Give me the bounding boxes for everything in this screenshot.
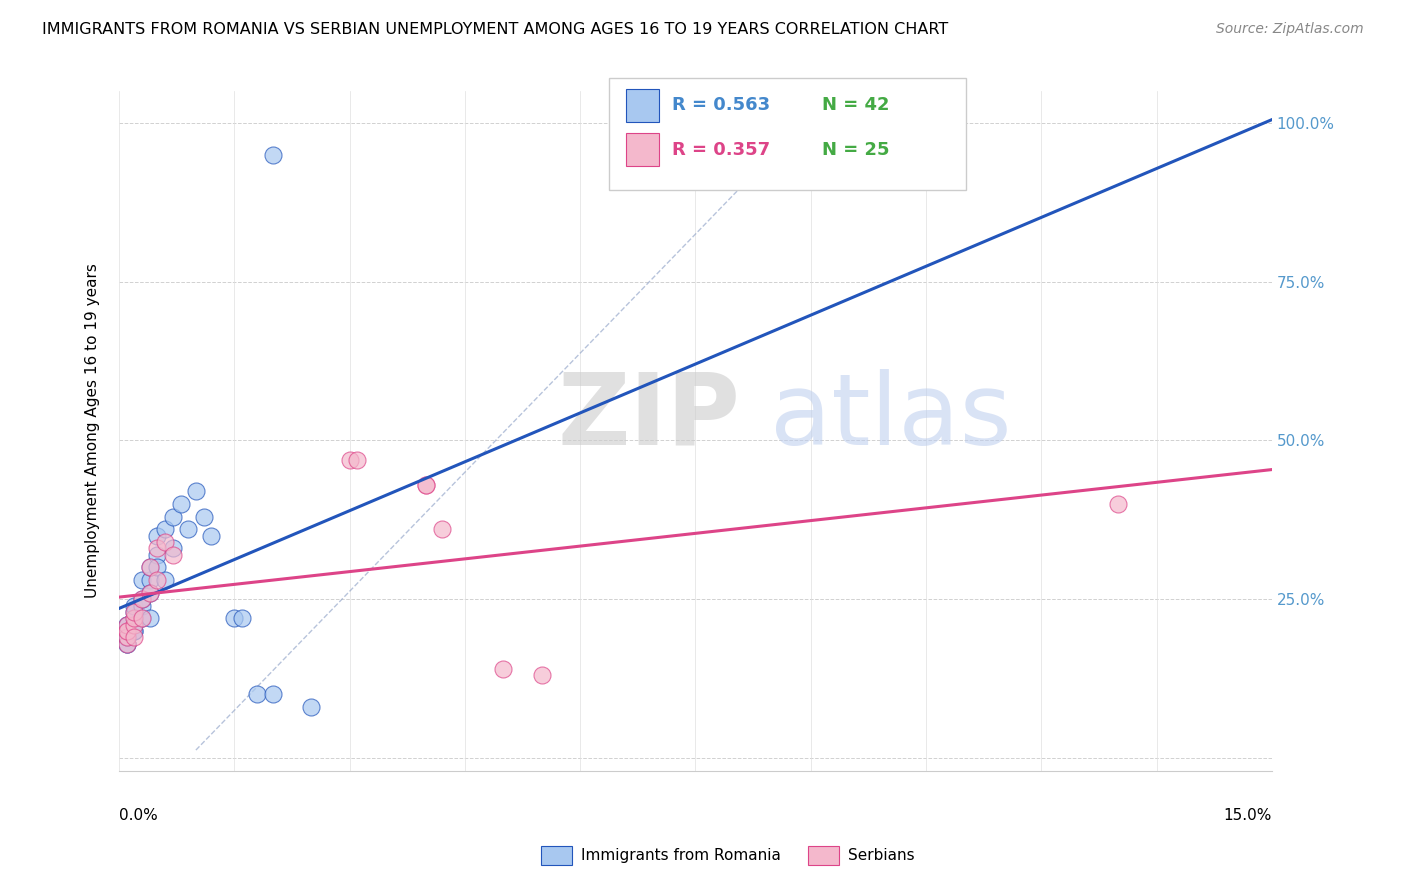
Text: 15.0%: 15.0% [1223,808,1272,823]
Point [177,522,200,536]
Bar [626,89,658,121]
Point [124,605,146,619]
Point [139,611,162,625]
Point [115,624,138,638]
FancyBboxPatch shape [609,78,966,190]
Point [115,637,138,651]
Point [124,631,146,645]
Point [131,611,153,625]
Point [530,668,553,682]
Point [124,617,146,632]
Point [115,617,138,632]
Point [124,611,146,625]
Point [115,637,138,651]
Point [492,662,515,676]
Point [146,548,169,562]
Point [246,688,269,702]
Point [162,548,184,562]
Point [139,573,162,587]
Point [131,592,153,607]
Point [139,560,162,574]
Point [200,529,222,543]
Text: Source: ZipAtlas.com: Source: ZipAtlas.com [1216,22,1364,37]
Point [124,624,146,638]
Point [146,529,169,543]
Point [115,631,138,645]
Point [131,611,153,625]
Point [224,611,246,625]
Point [162,541,184,556]
Point [124,624,146,638]
Point [124,617,146,632]
Point [115,631,138,645]
Point [115,617,138,632]
Point [115,624,138,638]
Point [153,522,176,536]
Point [146,560,169,574]
Point [153,573,176,587]
Text: N = 42: N = 42 [823,96,890,114]
Point [169,497,191,511]
Text: R = 0.563: R = 0.563 [672,96,770,114]
Point [115,631,138,645]
Point [124,605,146,619]
Point [153,535,176,549]
Point [131,592,153,607]
Point [115,637,138,651]
Text: IMMIGRANTS FROM ROMANIA VS SERBIAN UNEMPLOYMENT AMONG AGES 16 TO 19 YEARS CORREL: IMMIGRANTS FROM ROMANIA VS SERBIAN UNEMP… [42,22,949,37]
Text: 0.0%: 0.0% [120,808,157,823]
Text: atlas: atlas [770,369,1012,466]
Point [115,624,138,638]
Point [193,509,215,524]
Point [115,624,138,638]
Point [231,611,253,625]
Point [115,624,138,638]
Point [415,478,437,492]
Text: Immigrants from Romania: Immigrants from Romania [581,848,780,863]
Y-axis label: Unemployment Among Ages 16 to 19 years: Unemployment Among Ages 16 to 19 years [86,263,100,599]
Point [139,560,162,574]
Point [184,484,207,499]
Point [430,522,453,536]
Point [339,452,361,467]
Text: ZIP: ZIP [557,369,740,466]
Point [1107,497,1129,511]
Point [139,586,162,600]
Point [146,573,169,587]
Point [124,611,146,625]
Point [115,617,138,632]
Point [162,509,184,524]
Point [131,573,153,587]
Point [262,688,284,702]
Text: N = 25: N = 25 [823,141,890,159]
Point [146,541,169,556]
Point [262,147,284,161]
Point [124,599,146,613]
Bar [626,133,658,166]
Point [131,599,153,613]
Text: R = 0.357: R = 0.357 [672,141,770,159]
Point [139,586,162,600]
Point [299,700,322,714]
Point [115,631,138,645]
Point [346,452,368,467]
Text: Serbians: Serbians [848,848,914,863]
Point [415,478,437,492]
